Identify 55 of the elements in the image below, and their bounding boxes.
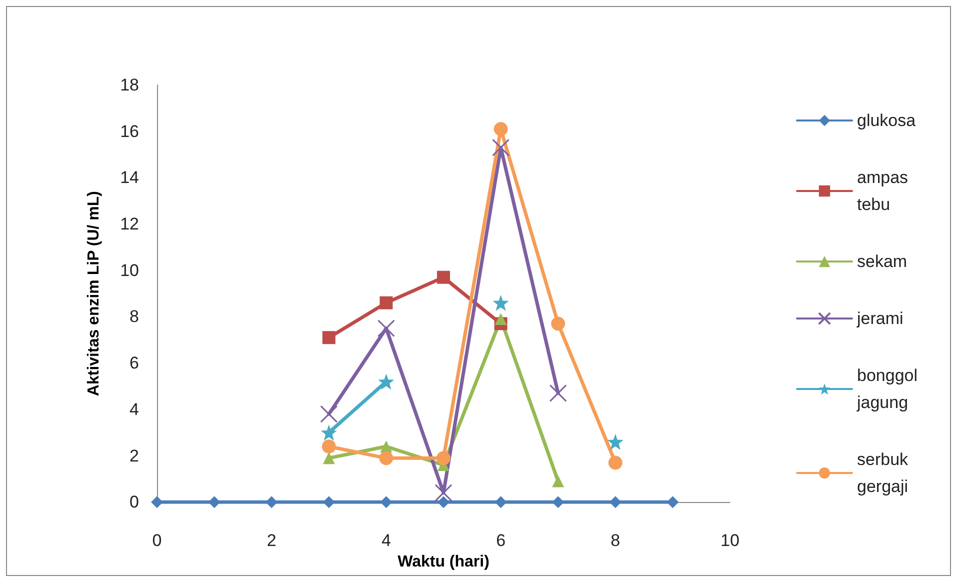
legend-label: sekam: [857, 252, 908, 271]
point: [380, 496, 392, 508]
x-tick-label: 10: [720, 531, 740, 550]
x-tick-label: 0: [152, 531, 162, 550]
point: [549, 384, 567, 402]
point: [494, 313, 507, 326]
y-tick-label: 12: [120, 214, 139, 234]
y-tick-label: 0: [130, 492, 139, 512]
x-tick-label: 8: [610, 531, 620, 550]
legend-label: glukosa: [857, 111, 916, 130]
point: [380, 296, 393, 310]
point: [322, 331, 336, 344]
point: [438, 496, 450, 508]
point: [552, 496, 564, 508]
point: [434, 484, 452, 502]
point: [208, 496, 220, 508]
point: [320, 405, 338, 423]
point: [609, 496, 622, 508]
y-tick-label: 18: [120, 76, 139, 94]
point: [322, 452, 335, 464]
point: [436, 451, 450, 466]
x-axis-title: Waktu (hari): [398, 554, 490, 570]
point: [378, 374, 394, 390]
y-tick-label: 4: [130, 400, 139, 419]
x-tick-label: 6: [496, 531, 506, 550]
y-axis-title: Aktivitas enzim LiP (U/ mL): [86, 191, 102, 396]
point: [492, 138, 510, 156]
point: [494, 496, 507, 508]
point: [607, 434, 624, 450]
y-tick-label: 6: [130, 354, 139, 373]
y-tick-label: 2: [130, 446, 139, 466]
point: [151, 496, 163, 508]
legend-label: serbuk gergaji: [857, 450, 913, 496]
legend-label: ampas tebu: [857, 168, 913, 214]
point: [608, 456, 622, 470]
point: [266, 496, 278, 508]
x-tick-label: 4: [381, 531, 391, 550]
point: [552, 475, 564, 488]
point: [551, 316, 566, 331]
point: [320, 424, 337, 441]
y-tick-label: 10: [120, 260, 139, 280]
point: [322, 439, 336, 454]
y-tick-label: 8: [130, 307, 139, 326]
legend-label: bonggol jagung: [856, 366, 922, 412]
y-tick-label: 16: [120, 122, 139, 141]
point: [492, 294, 509, 311]
y-tick-label: 14: [120, 168, 139, 188]
point: [494, 122, 508, 136]
point: [377, 320, 395, 338]
point: [379, 451, 394, 466]
point: [322, 496, 335, 508]
legend-label: jerami: [856, 309, 904, 328]
point: [666, 496, 679, 508]
point: [437, 270, 450, 284]
x-tick-label: 2: [266, 531, 276, 550]
